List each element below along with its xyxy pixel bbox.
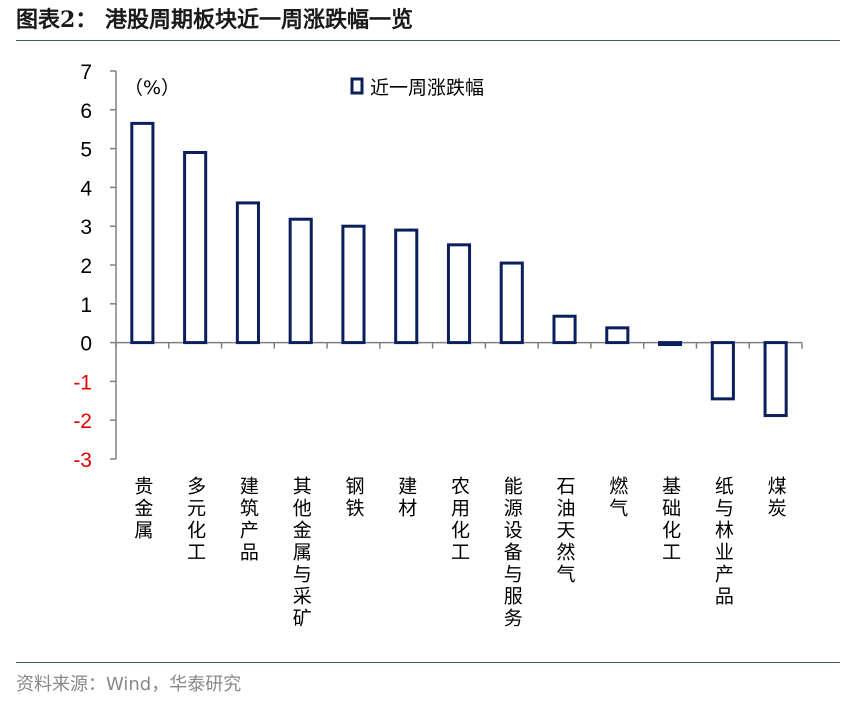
bar	[446, 243, 472, 345]
top-divider	[16, 40, 840, 41]
bar	[130, 121, 155, 345]
category-label: 农用化工	[448, 476, 470, 564]
y-tick-label: -1	[73, 371, 92, 394]
unit-label: （%）	[124, 77, 180, 99]
figure-title: 图表2： 港股周期板块近一周涨跌幅一览	[16, 7, 413, 33]
category-labels: 贵金属 多元化工 建筑产品 其他金属与采矿 钢铁 建材 农用化工 能源设备与服务 石油天然气 燃气…	[131, 476, 786, 630]
source-note: 资料来源：Wind，华泰研究	[16, 674, 242, 695]
bar	[288, 217, 313, 345]
category-label: 基础化工	[659, 476, 681, 564]
category-label: 纸与林业产品	[712, 476, 734, 608]
y-tick-label: -3	[73, 449, 92, 472]
category-label: 建材	[395, 476, 417, 520]
legend: 近一周涨跌幅	[350, 77, 484, 99]
bar	[605, 326, 630, 345]
bars	[130, 121, 788, 418]
bar	[394, 228, 419, 345]
category-label: 能源设备与服务	[501, 476, 523, 630]
bottom-divider	[16, 662, 840, 663]
y-tick-label: -2	[73, 410, 92, 433]
y-tick-label: 0	[80, 333, 92, 356]
bar	[235, 201, 260, 345]
bar	[710, 341, 735, 401]
y-tick-label: 2	[80, 255, 92, 278]
category-label: 建筑产品	[237, 476, 259, 564]
y-axis: 7 6 5 4 3 2 1 0 -1 -2 -3	[73, 61, 117, 472]
category-label: 多元化工	[184, 476, 206, 564]
category-label: 石油天然气	[554, 476, 576, 586]
category-label: 贵金属	[131, 476, 153, 542]
category-label: 其他金属与采矿	[290, 476, 312, 630]
bar	[552, 314, 577, 345]
bar	[763, 341, 788, 418]
legend-swatch	[350, 77, 364, 95]
y-tick-label: 4	[80, 177, 92, 200]
bar	[658, 341, 683, 347]
bar	[341, 224, 366, 345]
bar	[183, 150, 208, 345]
y-tick-label: 1	[80, 294, 92, 317]
category-label: 煤炭	[765, 476, 787, 520]
y-tick-label: 6	[80, 100, 92, 123]
y-tick-label: 3	[80, 216, 92, 239]
y-tick-label: 7	[80, 61, 92, 84]
category-label: 燃气	[606, 476, 628, 520]
y-tick-label: 5	[80, 139, 92, 162]
legend-label: 近一周涨跌幅	[370, 77, 484, 99]
bar	[499, 261, 524, 345]
category-label: 钢铁	[342, 476, 364, 520]
figure-header: 图表2： 港股周期板块近一周涨跌幅一览	[16, 4, 840, 38]
